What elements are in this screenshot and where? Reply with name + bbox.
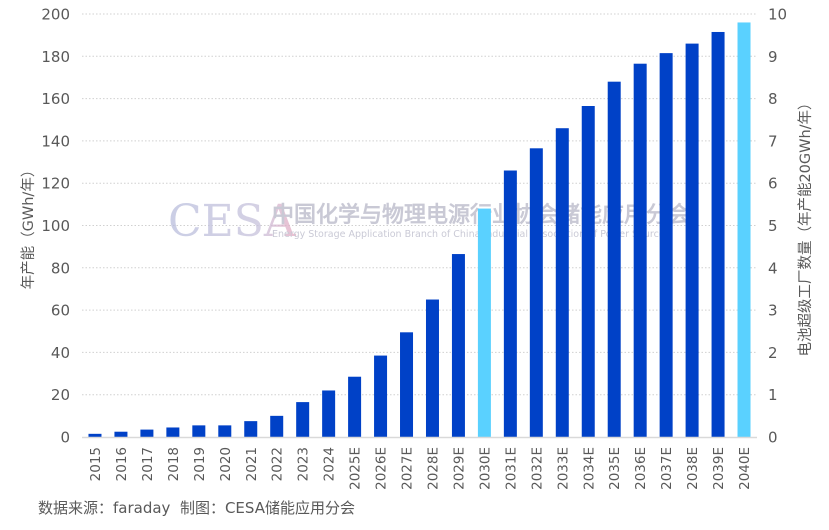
- x-tick-label: 2023: [296, 447, 312, 481]
- y-left-tick-label: 100: [41, 217, 70, 235]
- x-tick-label: 2040E: [737, 447, 753, 490]
- bar-2037E: [659, 53, 673, 437]
- bars: [88, 22, 751, 438]
- bar-2017: [140, 429, 154, 437]
- bar-2029E: [451, 254, 465, 437]
- x-tick-label: 2020: [218, 447, 234, 481]
- bar-2019: [192, 425, 206, 437]
- gridlines: [82, 13, 757, 396]
- x-tick-label: 2027E: [400, 447, 416, 490]
- x-tick-label: 2038E: [685, 447, 701, 490]
- bar-2025E: [348, 376, 362, 437]
- x-tick-label: 2033E: [555, 447, 571, 490]
- y-left-tick-label: 200: [41, 6, 70, 24]
- y-right-tick-label: 10: [768, 6, 787, 24]
- y-right-tick-label: 2: [768, 344, 778, 362]
- x-tick-label: 2032E: [529, 447, 545, 490]
- bar-2039E: [711, 31, 725, 437]
- x-tick-label: 2018: [166, 447, 182, 481]
- y-axis-left-ticks: 0 20 40 60 80 100 120 140 160 180 200: [41, 6, 70, 447]
- y-right-tick-label: 1: [768, 386, 778, 404]
- y-left-tick-label: 140: [41, 132, 70, 150]
- bar-2036E: [633, 63, 647, 437]
- bar-2023: [296, 402, 310, 437]
- bar-2032E: [529, 148, 543, 438]
- x-tick-label: 2037E: [659, 447, 675, 490]
- bar-2016: [114, 431, 128, 437]
- bar-2030E: [477, 208, 491, 437]
- watermark-en-text: Energy Storage Application Branch of Chi…: [272, 229, 670, 240]
- x-tick-label: 2039E: [711, 447, 727, 490]
- bar-2038E: [685, 43, 699, 438]
- y-axis-right-title: 电池超级工厂数量（年产能20GWh/年）: [797, 95, 814, 356]
- bar-2026E: [374, 355, 388, 437]
- y-right-tick-label: 6: [768, 175, 778, 193]
- y-axis-left-title: 年产能（GWh/年）: [20, 163, 37, 290]
- y-left-tick-label: 40: [51, 344, 70, 362]
- x-tick-label: 2017: [140, 447, 156, 481]
- x-tick-label: 2022: [270, 447, 286, 481]
- x-tick-label: 2028E: [425, 447, 441, 490]
- source-note: 数据来源：faraday 制图：CESA储能应用分会: [38, 499, 355, 517]
- watermark-logo: CESA: [168, 196, 297, 247]
- x-axis-ticks: 2015 2016 2017 2018 2019 2020 2021 2022 2023 2024…: [88, 447, 753, 490]
- x-tick-label: 2035E: [607, 447, 623, 490]
- y-right-tick-label: 5: [768, 217, 778, 235]
- bar-2031E: [503, 170, 517, 437]
- y-right-tick-label: 0: [768, 429, 778, 447]
- y-right-tick-label: 4: [768, 259, 778, 277]
- bar-2028E: [425, 299, 439, 437]
- x-tick-label: 2026E: [374, 447, 390, 490]
- y-axis-right-ticks: 0 1 2 3 4 5 6 7 8 9 10: [768, 6, 787, 447]
- bar-2034E: [581, 106, 595, 437]
- bar-2033E: [555, 128, 569, 437]
- y-left-tick-label: 180: [41, 48, 70, 66]
- bar-2040E: [737, 22, 751, 438]
- x-tick-label: 2031E: [503, 447, 519, 490]
- bar-2024: [322, 390, 336, 437]
- y-left-tick-label: 60: [51, 302, 70, 320]
- bar-2020: [218, 425, 232, 437]
- x-tick-label: 2036E: [633, 447, 649, 490]
- y-left-tick-label: 160: [41, 90, 70, 108]
- bar-2018: [166, 427, 180, 437]
- y-left-tick-label: 20: [51, 386, 70, 404]
- x-tick-label: 2021: [244, 447, 260, 481]
- x-tick-label: 2025E: [348, 447, 364, 490]
- bar-2035E: [607, 81, 621, 438]
- y-left-tick-label: 80: [51, 259, 70, 277]
- bar-2021: [244, 421, 258, 437]
- x-tick-label: 2029E: [451, 447, 467, 490]
- x-tick-label: 2019: [192, 447, 208, 481]
- y-left-tick-label: 0: [60, 429, 70, 447]
- x-tick-label: 2034E: [581, 447, 597, 490]
- bar-2027E: [400, 332, 414, 437]
- x-tick-label: 2015: [88, 447, 104, 481]
- y-right-tick-label: 7: [768, 132, 778, 150]
- x-tick-label: 2024: [322, 447, 338, 481]
- bar-2015: [88, 433, 102, 437]
- y-right-tick-label: 3: [768, 302, 778, 320]
- y-left-tick-label: 120: [41, 175, 70, 193]
- bar-2022: [270, 415, 284, 437]
- y-right-tick-label: 9: [768, 48, 778, 66]
- x-tick-label: 2016: [114, 447, 130, 481]
- y-right-tick-label: 8: [768, 90, 778, 108]
- x-tick-label: 2030E: [477, 447, 493, 490]
